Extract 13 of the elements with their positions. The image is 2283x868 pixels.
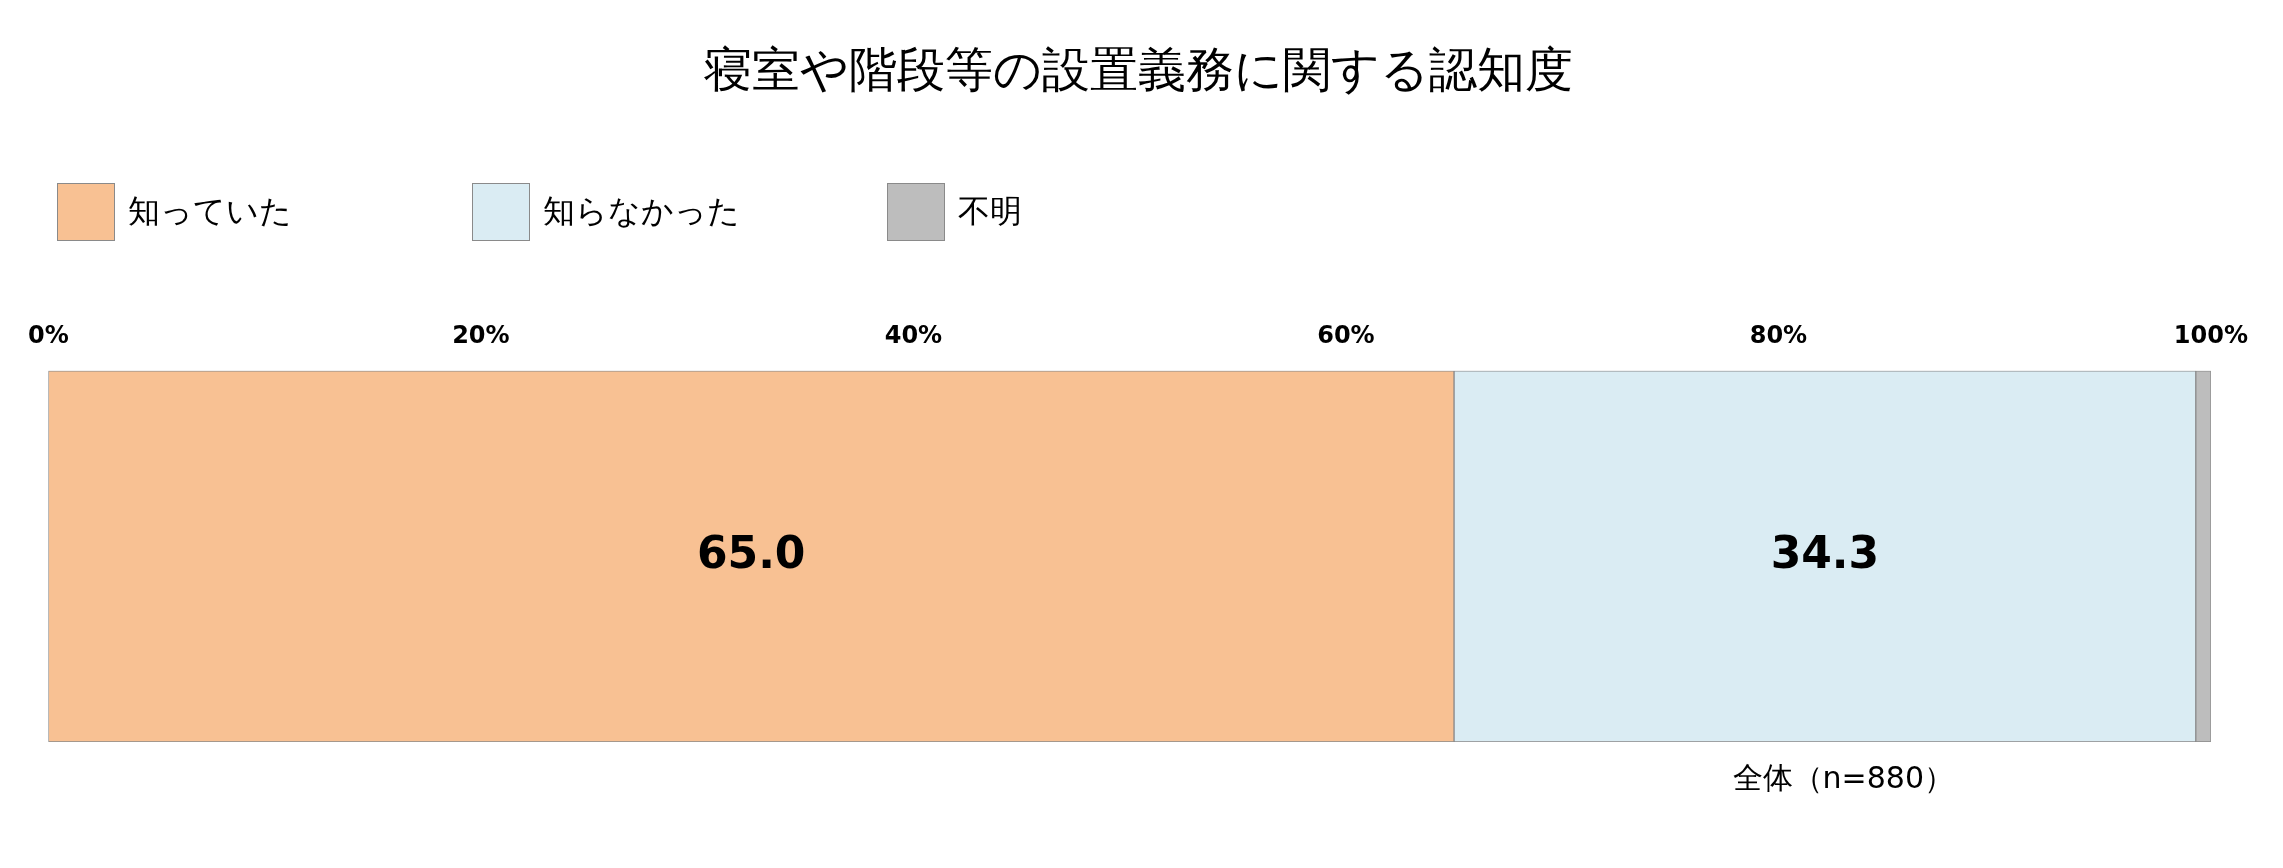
data-label: 65.0: [696, 526, 806, 578]
legend-label: 知らなかった: [543, 191, 740, 232]
x-tick-label: 100%: [2173, 320, 2249, 349]
x-tick-label: 60%: [1317, 320, 1375, 349]
legend-label: 不明: [958, 191, 1022, 232]
text: 全体（n=880）: [1732, 759, 1954, 795]
legend-label: 知っていた: [128, 191, 292, 232]
x-tick-label: 40%: [884, 320, 943, 349]
chart-title: 寝室や階段等の設置義務に関する認知度: [702, 40, 1574, 99]
x-tick-label: 80%: [1749, 320, 1808, 349]
data-label: 34.3: [1770, 526, 1880, 578]
x-tick-label: 20%: [452, 320, 510, 349]
x-tick-label: 0%: [28, 320, 69, 349]
